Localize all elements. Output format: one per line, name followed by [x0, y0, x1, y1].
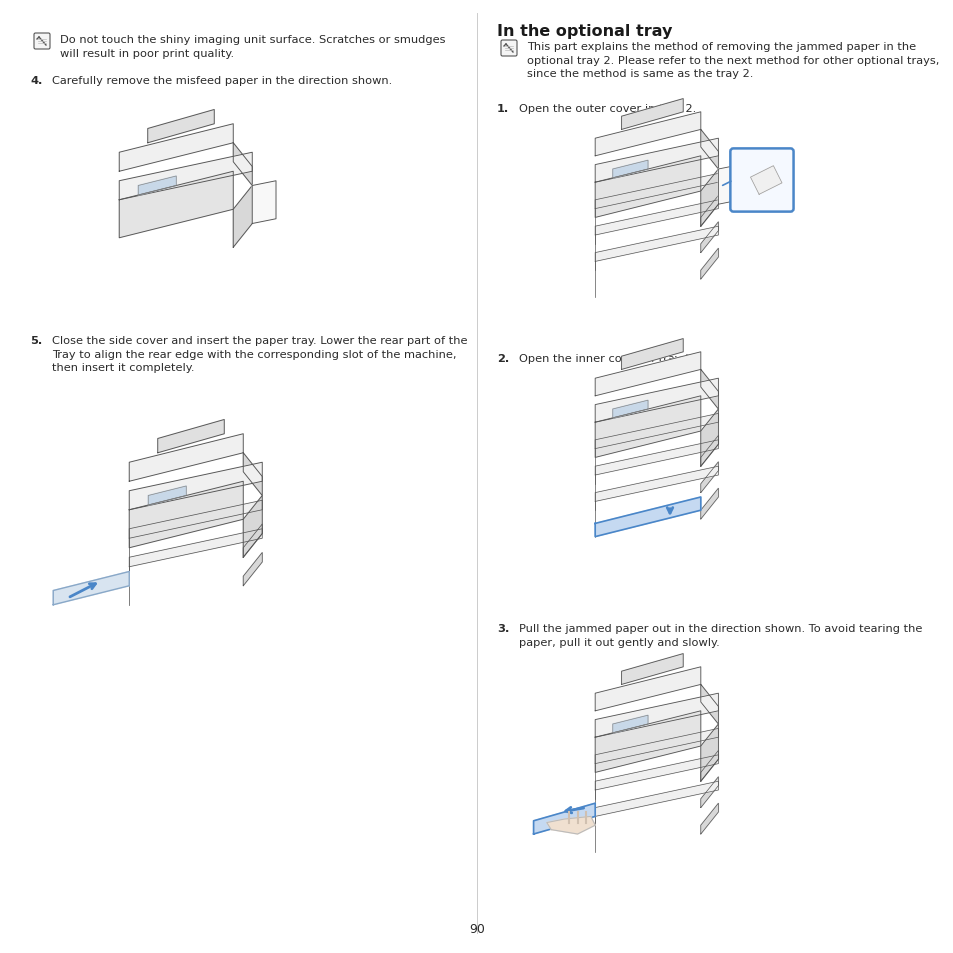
Polygon shape — [595, 414, 718, 449]
Polygon shape — [750, 167, 781, 195]
Polygon shape — [595, 200, 718, 235]
Polygon shape — [700, 223, 718, 253]
Polygon shape — [595, 139, 718, 183]
Polygon shape — [243, 524, 262, 558]
Polygon shape — [233, 144, 252, 186]
Polygon shape — [595, 711, 700, 773]
Polygon shape — [595, 467, 718, 502]
Text: This part explains the method of removing the jammed paper in the
optional tray : This part explains the method of removin… — [526, 42, 939, 79]
Polygon shape — [53, 572, 129, 605]
Polygon shape — [595, 112, 700, 156]
Polygon shape — [595, 781, 718, 817]
Text: Pull the jammed paper out in the direction shown. To avoid tearing the
paper, pu: Pull the jammed paper out in the directi… — [518, 623, 922, 647]
Polygon shape — [700, 684, 718, 724]
FancyBboxPatch shape — [730, 150, 793, 213]
Polygon shape — [138, 177, 176, 195]
Polygon shape — [148, 486, 186, 505]
Text: 3.: 3. — [497, 623, 509, 634]
Polygon shape — [233, 186, 252, 248]
Text: Open the outer cover in tray 2.: Open the outer cover in tray 2. — [518, 104, 696, 113]
Polygon shape — [700, 196, 718, 227]
Text: Close the side cover and insert the paper tray. Lower the rear part of the
Tray : Close the side cover and insert the pape… — [52, 335, 467, 373]
Polygon shape — [612, 161, 647, 178]
Polygon shape — [700, 724, 718, 781]
Text: 4.: 4. — [30, 76, 42, 86]
Polygon shape — [595, 729, 718, 763]
Polygon shape — [119, 125, 233, 172]
Polygon shape — [252, 182, 275, 224]
Polygon shape — [700, 462, 718, 493]
Polygon shape — [148, 111, 214, 144]
Text: 5.: 5. — [30, 335, 42, 346]
Polygon shape — [700, 777, 718, 808]
Polygon shape — [157, 420, 224, 454]
Polygon shape — [595, 396, 700, 458]
Polygon shape — [129, 500, 262, 538]
Text: Carefully remove the misfeed paper in the direction shown.: Carefully remove the misfeed paper in th… — [52, 76, 392, 86]
Polygon shape — [595, 497, 700, 537]
Text: Open the inner cover of tray 2.: Open the inner cover of tray 2. — [518, 354, 695, 364]
Polygon shape — [595, 227, 718, 262]
Text: 90: 90 — [469, 923, 484, 935]
Polygon shape — [595, 667, 700, 711]
Polygon shape — [621, 654, 682, 684]
Polygon shape — [595, 378, 718, 423]
Polygon shape — [595, 174, 718, 210]
FancyBboxPatch shape — [500, 41, 517, 57]
Polygon shape — [700, 803, 718, 834]
Polygon shape — [595, 156, 700, 218]
Polygon shape — [700, 249, 718, 280]
Text: 2.: 2. — [497, 354, 509, 364]
Polygon shape — [612, 401, 647, 418]
Polygon shape — [621, 99, 682, 131]
Polygon shape — [700, 410, 718, 467]
FancyBboxPatch shape — [34, 34, 50, 50]
Polygon shape — [129, 463, 262, 510]
Polygon shape — [595, 353, 700, 396]
Polygon shape — [700, 131, 718, 170]
Text: In the optional tray: In the optional tray — [497, 24, 672, 39]
Polygon shape — [129, 482, 243, 548]
Polygon shape — [119, 153, 252, 200]
Polygon shape — [621, 339, 682, 370]
Polygon shape — [119, 172, 233, 238]
Polygon shape — [700, 436, 718, 467]
Polygon shape — [700, 751, 718, 781]
Polygon shape — [700, 489, 718, 519]
Polygon shape — [129, 435, 243, 482]
Polygon shape — [595, 755, 718, 790]
Polygon shape — [700, 170, 718, 227]
Polygon shape — [595, 694, 718, 738]
Polygon shape — [243, 496, 262, 558]
Polygon shape — [546, 817, 595, 834]
Polygon shape — [700, 370, 718, 410]
Polygon shape — [612, 716, 647, 733]
Polygon shape — [243, 553, 262, 586]
Text: Do not touch the shiny imaging unit surface. Scratches or smudges
will result in: Do not touch the shiny imaging unit surf… — [60, 35, 445, 58]
Polygon shape — [129, 529, 262, 567]
Polygon shape — [533, 803, 595, 834]
Polygon shape — [595, 440, 718, 476]
Polygon shape — [243, 454, 262, 496]
Polygon shape — [718, 166, 740, 205]
Text: 1.: 1. — [497, 104, 509, 113]
